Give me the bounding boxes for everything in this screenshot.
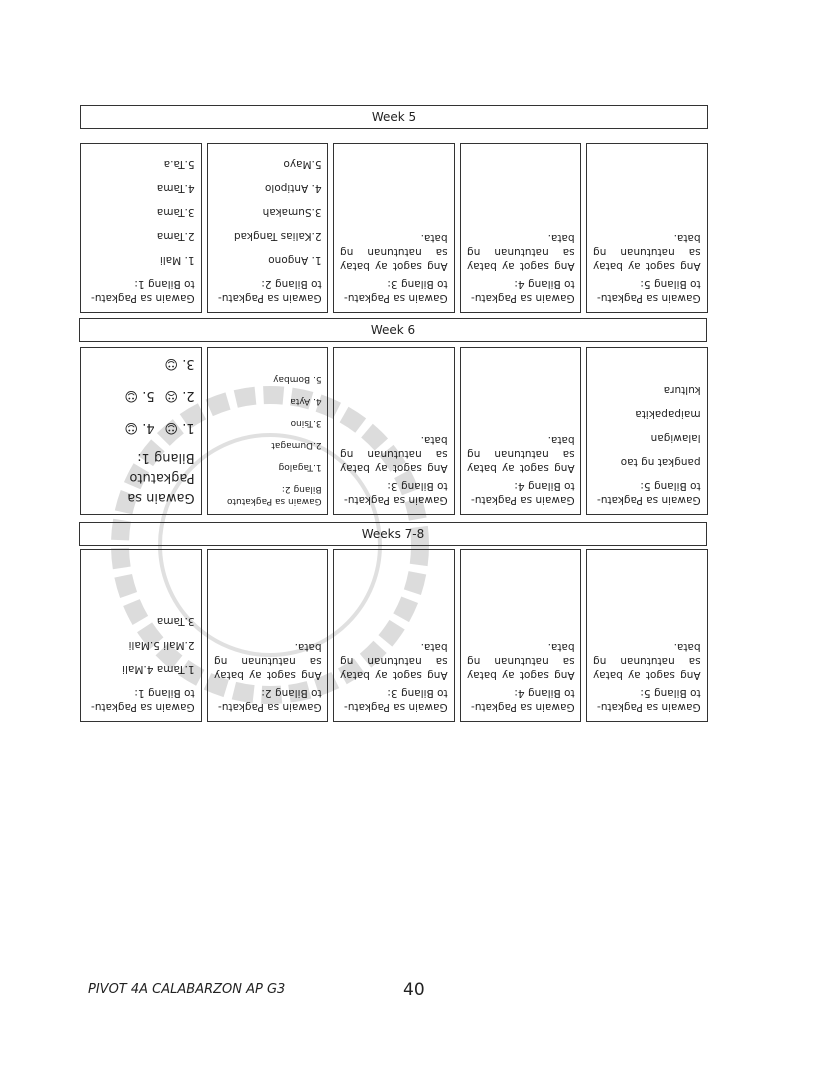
answer-item: 3.Tama xyxy=(156,206,195,218)
answer-item: 4.Tama xyxy=(156,182,195,194)
activity-title: to Bilang 2: xyxy=(260,687,322,699)
answer-cell: Gawain sa Pagkatu-to Bilang 1: 1.Tama 4.M… xyxy=(80,549,202,722)
answer-item: 3.Sumakah xyxy=(262,206,322,218)
answer-item: 1.Tagalog xyxy=(278,462,322,472)
answer-item: 5.Ta.a xyxy=(163,158,195,170)
answer-cell: Gawain sa Pagkatu-to Bilang 5: pangkat ng… xyxy=(586,347,708,515)
activity-title: Gawain sa Pagkatu- xyxy=(470,701,575,713)
answer-cell: Gawain sa Pagkatu-to Bilang 3: Ang sagot … xyxy=(333,347,455,515)
activity-title: to Bilang 5: xyxy=(640,278,701,290)
answer-cell: Gawain sa Pagkatu-to Bilang 3: Ang sagot … xyxy=(333,549,455,722)
activity-title: Pagkatuto xyxy=(129,470,195,485)
answer-cell: Gawain sa Pagkatu-to Bilang 4: Ang sagot … xyxy=(459,549,582,722)
answer-item: 3.Tsino xyxy=(290,418,322,428)
answer-cell: Gawain sa Pagkatu-to Bilang 2: Ang sagot … xyxy=(206,549,329,722)
answer-row: Gawain sa Pagkatu-to Bilang 1: 1.Tama 4.M… xyxy=(80,549,708,722)
week-header: Week 5 xyxy=(80,105,708,129)
activity-title: Gawain sa Pagkatu- xyxy=(90,292,195,304)
answer-item: kultura xyxy=(664,384,701,396)
answer-row: Gawain sa Pagkatu-to Bilang 1: 1. Mali 2.T… xyxy=(80,143,708,313)
activity-title: to Bilang 5: xyxy=(640,480,701,492)
smiley-answers: 1. ☺ 4. ☺ 2. ☹ 5. ☺ 3. ☺ xyxy=(115,353,195,437)
smiley-answer: 2. ☹ xyxy=(164,388,195,403)
answer-item: 2.Dumagat xyxy=(270,440,322,450)
week-header: Weeks 7-8 xyxy=(79,522,707,546)
activity-title: Gawain sa Pagkatu- xyxy=(597,701,701,713)
activity-title: Gawain sa Pagkatu- xyxy=(217,701,322,713)
answer-item: lalawigan xyxy=(651,432,701,444)
activity-title: to Bilang 3: xyxy=(387,278,448,290)
activity-title: to Bilang 2: xyxy=(260,278,322,290)
activity-title: to Bilang 3: xyxy=(387,687,448,699)
activity-title: Gawain sa xyxy=(127,490,195,505)
footer-title: PIVOT 4A CALABARZON AP G3 xyxy=(88,982,286,997)
activity-title: to Bilang 3: xyxy=(387,480,448,492)
answer-item: 3.Tama xyxy=(156,615,195,627)
activity-title: Bilang 2: xyxy=(281,484,322,494)
activity-title: Gawain sa Pagkatu- xyxy=(344,701,448,713)
answer-text: Ang sagot ay batay sa natutunan ng bata. xyxy=(593,641,701,681)
activity-title: to Bilang 4: xyxy=(514,480,575,492)
answer-item: 2.Tama xyxy=(156,230,195,242)
activity-title: to Bilang 1: xyxy=(134,278,195,290)
answer-text: Ang sagot ay batay sa natutunan ng bata. xyxy=(593,232,701,272)
answer-cell: Gawain sa Pagkatu-to Bilang 2: 1. Angono 2… xyxy=(206,143,329,313)
answer-cell: Gawain sa Pagkatu-to Bilang 3: Ang sagot … xyxy=(333,143,455,313)
answer-text: Ang sagot ay batay sa natutunan ng bata. xyxy=(340,232,448,272)
activity-title: Gawain sa Pagkatu- xyxy=(344,494,448,506)
activity-title: Gawain sa Pagkatu- xyxy=(470,292,575,304)
answer-row: Gawain sa Pagkatuto Bilang 1: 1. ☺ 4. ☺ 2. ☹ 5… xyxy=(80,347,708,515)
activity-title: to Bilang 4: xyxy=(514,278,575,290)
activity-title: to Bilang 4: xyxy=(514,687,575,699)
answer-text: Ang sagot ay batay sa natutunan ng bata. xyxy=(466,641,575,681)
activity-title: Gawain sa Pagkatu- xyxy=(344,292,448,304)
answer-item: 5.Mayo xyxy=(283,158,322,170)
answer-item: 4. Antipolo xyxy=(264,182,322,194)
answer-text: Ang sagot ay batay sa natutunan ng bata. xyxy=(213,641,322,681)
activity-title: Gawain sa Pagkatu- xyxy=(217,292,322,304)
answer-text: Ang sagot ay batay sa natutunan ng bata. xyxy=(340,434,448,474)
activity-title: Gawain sa Pagkatu- xyxy=(470,494,575,506)
smiley-answer: 5. ☺ xyxy=(124,388,155,403)
answer-cell: Gawain sa Pagkatu-to Bilang 4: Ang sagot … xyxy=(459,143,582,313)
answer-item: 4. Ayta xyxy=(289,396,322,406)
answer-item: 1. Angono xyxy=(267,254,322,266)
answer-item: maipapakita xyxy=(635,408,701,420)
smiley-answer: 4. ☺ xyxy=(124,420,155,435)
activity-title: Gawain sa Pagkatu- xyxy=(90,701,195,713)
activity-title: Gawain sa Pagkatu- xyxy=(597,494,701,506)
answer-cell: Gawain sa Pagkatu-to Bilang 4: Ang sagot … xyxy=(459,347,582,515)
answer-text: Ang sagot ay batay sa natutunan ng bata. xyxy=(466,232,575,272)
answer-item: Bilang 1: xyxy=(137,450,195,465)
answer-cell: Gawain sa Pagkatu-to Bilang 5: Ang sagot … xyxy=(586,549,708,722)
activity-title: to Bilang 1: xyxy=(134,687,195,699)
activity-title: Gawain sa Pagkatuto xyxy=(226,496,322,506)
answer-item: 1. Mali xyxy=(159,254,195,266)
activity-title: Gawain sa Pagkatu- xyxy=(597,292,701,304)
answer-item: 2.Kalias Tangkad xyxy=(233,230,322,242)
answer-text: Ang sagot ay batay sa natutunan ng bata. xyxy=(466,434,575,474)
answer-text: Ang sagot ay batay sa natutunan ng bata. xyxy=(340,641,448,681)
smiley-answer: 1. ☺ xyxy=(164,420,195,435)
week-header: Week 6 xyxy=(79,318,707,342)
answer-item: 2.Mali 5.Mali xyxy=(128,639,195,651)
answer-item: 1.Tama 4.Mali xyxy=(122,663,195,675)
smiley-answer: 3. ☺ xyxy=(164,356,195,371)
activity-title: to Bilang 5: xyxy=(640,687,701,699)
answer-cell: Gawain sa Pagkatu-to Bilang 1: 1. Mali 2.T… xyxy=(80,143,202,313)
answer-item: pangkat ng tao xyxy=(621,456,701,468)
page-number: 40 xyxy=(403,980,425,1000)
answer-cell: Gawain sa Pagkatuto Bilang 2: 1.Tagalog 2.D… xyxy=(206,347,329,515)
answer-cell: Gawain sa Pagkatuto Bilang 1: 1. ☺ 4. ☺ 2. ☹ 5… xyxy=(80,347,202,515)
answer-cell: Gawain sa Pagkatu-to Bilang 5: Ang sagot … xyxy=(586,143,708,313)
answer-item: 5. Bombay xyxy=(272,374,322,384)
